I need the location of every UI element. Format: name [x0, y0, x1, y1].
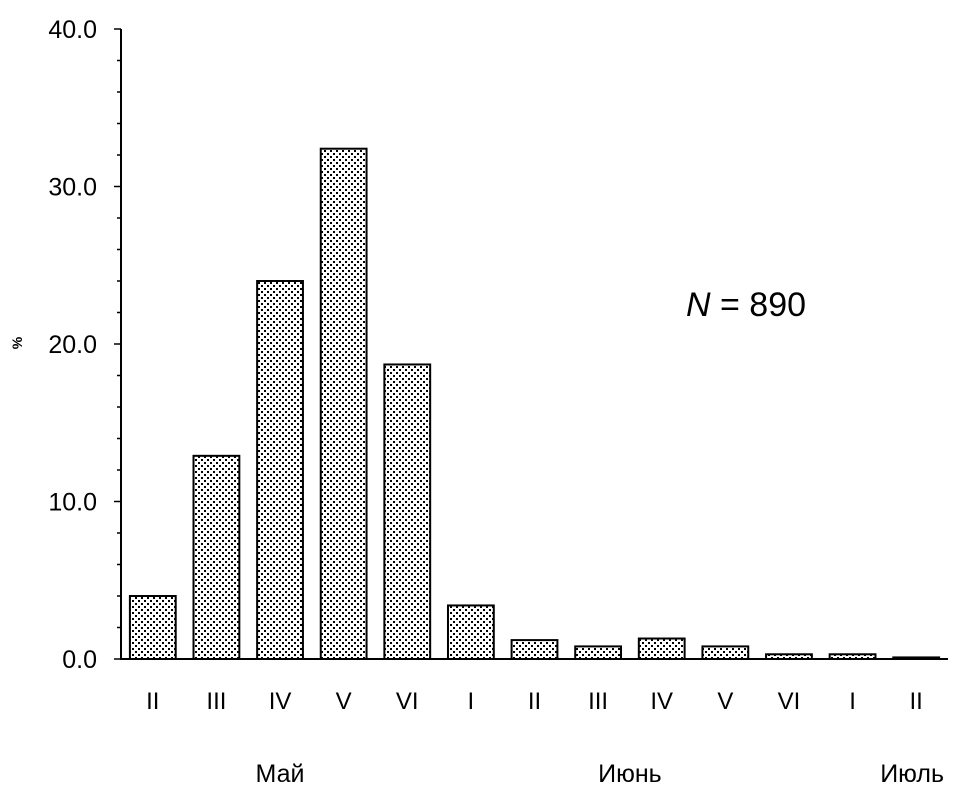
bars	[128, 147, 941, 661]
bar	[892, 656, 941, 660]
x-tick-label: III	[588, 688, 608, 715]
y-tick-label: 20.0	[48, 331, 97, 359]
x-tick-label: IV	[269, 688, 292, 715]
bar	[256, 280, 304, 660]
month-labels: Май Июнь Июль	[256, 760, 944, 788]
x-tick-label: IV	[650, 688, 673, 715]
bar	[701, 645, 750, 661]
x-tick-label: III	[206, 688, 226, 715]
y-tick-label: 30.0	[48, 174, 97, 202]
x-tick-label: II	[910, 688, 923, 715]
x-tick-label: II	[528, 688, 541, 715]
bar	[510, 639, 559, 660]
x-tick-label: II	[146, 688, 159, 715]
sample-size-annotation: N = 890	[686, 286, 806, 324]
y-ticks: 0.0 10.0 20.0 30.0 40.0	[48, 16, 121, 674]
sample-size-value: = 890	[711, 286, 806, 324]
bar	[828, 653, 877, 661]
x-axis-labels: II III IV V VI I II III IV V VI I II	[146, 688, 923, 715]
x-tick-label: V	[717, 688, 733, 715]
y-tick-label: 10.0	[48, 489, 97, 517]
month-label: Май	[256, 760, 305, 788]
month-label: Июль	[880, 760, 944, 788]
bar	[637, 637, 686, 661]
x-tick-label: I	[849, 688, 856, 715]
y-axis-label: %	[9, 336, 25, 349]
y-axis	[120, 29, 948, 660]
x-tick-label: V	[336, 688, 352, 715]
y-tick-label: 40.0	[48, 16, 97, 44]
bar	[574, 645, 623, 661]
month-label: Июнь	[598, 760, 662, 788]
bar	[383, 363, 432, 660]
bar	[765, 653, 813, 661]
x-tick-label: VI	[778, 688, 801, 715]
sample-size-variable: N	[686, 286, 711, 324]
x-tick-label: VI	[396, 688, 419, 715]
bar	[192, 454, 241, 661]
x-tick-label: I	[468, 688, 475, 715]
bar	[446, 604, 495, 661]
bar	[319, 147, 368, 660]
y-tick-label: 0.0	[62, 646, 97, 674]
bar	[128, 595, 177, 660]
